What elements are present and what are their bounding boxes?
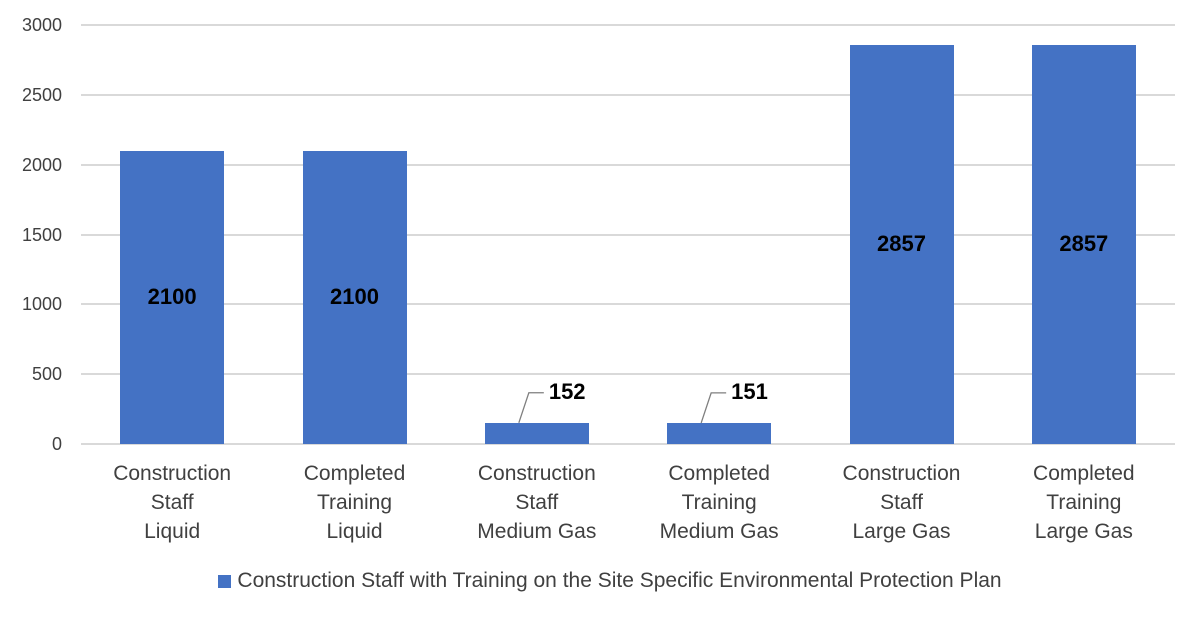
- gridline: [81, 163, 1175, 166]
- data-label: 2100: [330, 284, 379, 310]
- y-tick-label: 2000: [21, 154, 62, 175]
- gridline: [81, 373, 1175, 376]
- bar: [302, 150, 407, 444]
- x-tick-label: Completed Training Large Gas: [1033, 462, 1135, 543]
- x-tick-label: Completed Training Liquid: [303, 462, 406, 543]
- y-tick-label: 2500: [21, 84, 62, 105]
- y-tick-label: 1000: [21, 294, 62, 315]
- x-tick-label: Construction Staff Liquid: [113, 462, 232, 543]
- data-label: 152: [548, 378, 586, 404]
- y-tick-label: 3000: [21, 15, 62, 35]
- bar: [120, 150, 225, 444]
- y-tick-label: 0: [51, 434, 62, 454]
- bar: [849, 44, 954, 444]
- y-tick-label: 500: [31, 364, 62, 385]
- gridline: [81, 93, 1175, 96]
- x-tick-label: Completed Training Medium Gas: [659, 462, 779, 543]
- x-tick-label: Construction Staff Medium Gas: [477, 462, 597, 543]
- data-label: 151: [731, 378, 768, 404]
- bar: [484, 422, 589, 444]
- gridline: [81, 303, 1175, 306]
- gridline: [81, 443, 1175, 445]
- data-label: 2857: [877, 231, 926, 257]
- legend-swatch: [218, 574, 232, 588]
- legend: Construction Staff with Training on the …: [0, 569, 1200, 593]
- gridline: [81, 233, 1175, 236]
- x-tick-label: Construction Staff Large Gas: [842, 462, 961, 543]
- data-label: 2857: [1059, 231, 1109, 257]
- legend-label: Construction Staff with Training on the …: [237, 569, 1002, 592]
- data-label: 2100: [147, 284, 197, 310]
- gridline: [81, 24, 1175, 26]
- bar: [1031, 44, 1136, 444]
- bar: [667, 422, 772, 444]
- y-tick-label: 1500: [21, 224, 62, 245]
